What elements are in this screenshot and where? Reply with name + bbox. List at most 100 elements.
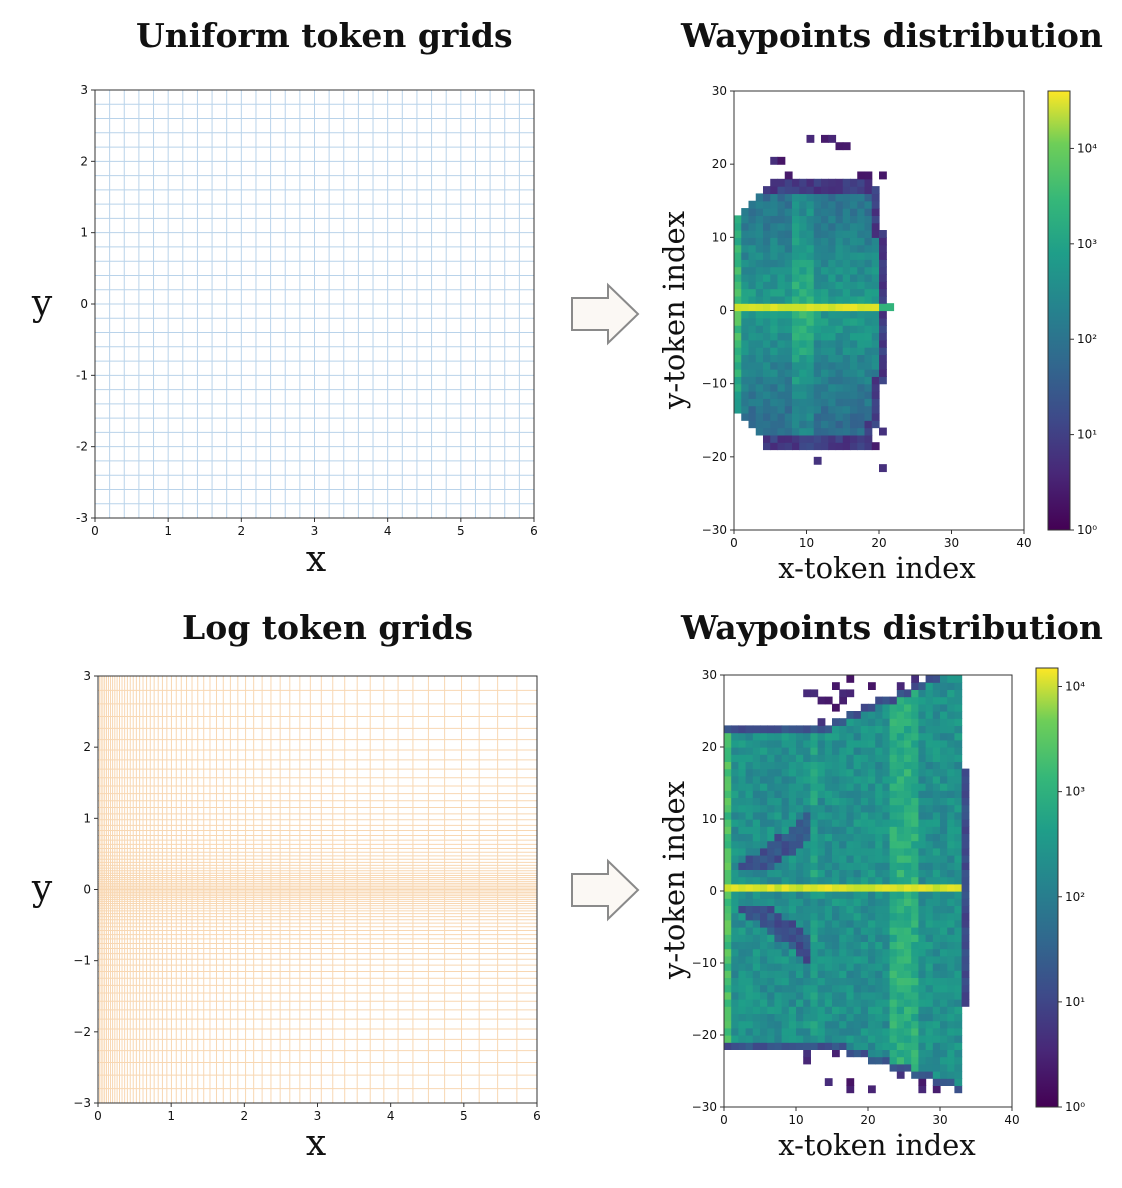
heatmap-cell: [857, 383, 866, 392]
heatmap-cell: [940, 984, 948, 993]
heatmap-cell: [918, 847, 927, 856]
heatmap-cell: [932, 963, 941, 971]
heatmap-cell: [760, 977, 768, 986]
heatmap-cell: [857, 310, 866, 319]
heatmap-cell: [911, 819, 919, 827]
heatmap-cell: [875, 1013, 883, 1022]
heatmap-cell: [896, 790, 905, 798]
heatmap-cell: [918, 826, 927, 834]
heatmap-cell: [770, 178, 779, 187]
heatmap-cell: [810, 833, 819, 842]
heatmap-cell: [889, 1006, 898, 1014]
heatmap-cell: [813, 186, 822, 195]
heatmap-cell: [911, 725, 919, 734]
heatmap-cell: [932, 696, 941, 705]
heatmap-cell: [763, 251, 771, 260]
heatmap-cell: [864, 347, 873, 355]
heatmap-cell: [846, 1027, 855, 1036]
heatmap-cell: [792, 310, 800, 319]
heatmap-cell: [925, 919, 934, 928]
heatmap-cell: [857, 325, 866, 334]
y-tick-label: 3: [80, 83, 88, 97]
heatmap-cell: [813, 230, 822, 238]
heatmap-cell: [806, 354, 815, 363]
heatmap-cell: [817, 869, 826, 878]
heatmap-cell: [860, 869, 869, 878]
heatmap-cell: [767, 739, 775, 748]
heatmap-cell: [875, 984, 883, 993]
heatmap-cell: [810, 840, 819, 849]
heatmap-cell: [796, 927, 804, 935]
heatmap-cell: [868, 1056, 876, 1065]
heatmap-cell: [940, 1049, 948, 1058]
heatmap-cell: [961, 826, 970, 834]
heatmap-cell: [871, 281, 880, 290]
heatmap-cell: [821, 405, 829, 414]
heatmap-cell: [842, 288, 851, 297]
heatmap-cell: [911, 855, 919, 863]
heatmap-cell: [864, 303, 873, 312]
heatmap-cell: [828, 361, 837, 370]
heatmap-cell: [813, 310, 822, 319]
heatmap-cell: [813, 434, 822, 443]
heatmap-cell: [821, 222, 829, 231]
heatmap-cell: [961, 905, 970, 914]
heatmap-cell: [925, 855, 934, 863]
heatmap-cell: [925, 912, 934, 921]
heatmap-cell: [745, 905, 754, 914]
heatmap-cell: [846, 898, 855, 906]
heatmap-cell: [857, 295, 866, 304]
heatmap-cell: [918, 1085, 927, 1094]
heatmap-cell: [961, 840, 970, 849]
heatmap-cell: [724, 898, 732, 906]
heatmap-cell: [763, 420, 771, 429]
heatmap-cell: [940, 725, 948, 734]
heatmap-cell: [954, 711, 963, 719]
heatmap-cell: [853, 1006, 862, 1014]
heatmap-cell: [839, 898, 847, 906]
heatmap-cell: [755, 325, 764, 334]
heatmap-cell: [940, 977, 948, 986]
heatmap-cell: [839, 739, 847, 748]
heatmap-cell: [850, 405, 858, 414]
heatmap-cell: [810, 883, 819, 892]
heatmap-cell: [770, 332, 779, 341]
heatmap-cell: [853, 855, 862, 863]
heatmap-cell: [842, 215, 851, 224]
heatmap-cell: [781, 912, 790, 921]
heatmap-cell: [954, 955, 963, 964]
heatmap-cell: [940, 754, 948, 762]
heatmap-cell: [745, 775, 754, 784]
heatmap-cell: [760, 739, 768, 748]
heatmap-cell: [755, 369, 764, 377]
heatmap-cell: [889, 963, 898, 971]
heatmap-cell: [889, 804, 898, 813]
heatmap-cell: [940, 883, 948, 892]
heatmap-cell: [853, 977, 862, 986]
heatmap-cell: [760, 991, 768, 1000]
heatmap-cell: [864, 222, 873, 231]
heatmap-cell: [824, 754, 833, 762]
heatmap-cell: [954, 1042, 963, 1050]
heatmap-cell: [745, 919, 754, 928]
heatmap-cell: [842, 427, 851, 436]
heatmap-cell: [925, 1035, 934, 1043]
heatmap-cell: [961, 898, 970, 906]
y-tick-label: −30: [692, 1100, 717, 1114]
heatmap-cell: [767, 783, 775, 791]
heatmap-cell: [788, 768, 797, 777]
heatmap-cell: [752, 855, 761, 863]
heatmap-cell: [748, 405, 757, 414]
heatmap-cell: [745, 970, 754, 978]
heatmap-cell: [738, 725, 747, 734]
heatmap-cell: [925, 891, 934, 899]
heatmap-cell: [896, 912, 905, 921]
heatmap-cell: [774, 804, 783, 813]
heatmap-cell: [947, 1049, 955, 1058]
heatmap-cell: [817, 833, 826, 842]
heatmap-cell: [792, 222, 800, 231]
heatmap-cell: [918, 804, 927, 813]
heatmap-cell: [796, 1013, 804, 1022]
heatmap-cell: [777, 178, 786, 187]
heatmap-cell: [868, 898, 876, 906]
